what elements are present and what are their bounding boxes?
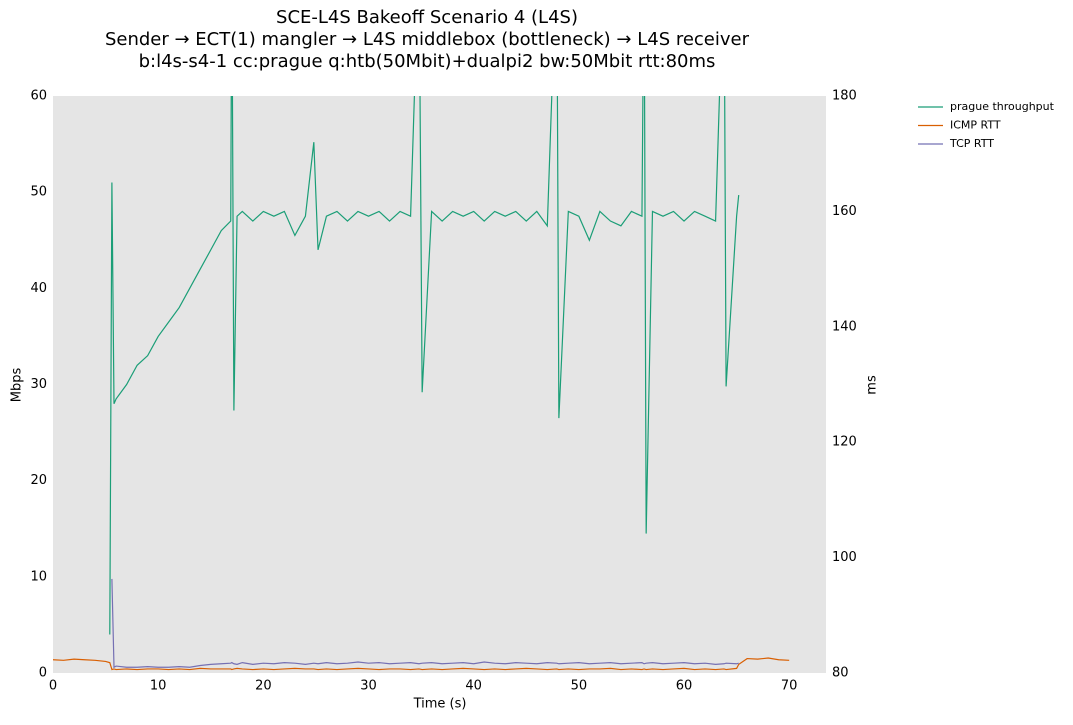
x-tick-label: 40 bbox=[465, 679, 482, 694]
x-tick-label: 30 bbox=[360, 679, 377, 694]
y2-tick-label: 140 bbox=[832, 319, 857, 334]
x-tick-label: 60 bbox=[676, 679, 693, 694]
y2-tick-label: 80 bbox=[832, 666, 849, 681]
y2-tick-label: 180 bbox=[832, 89, 857, 104]
y-tick-label: 0 bbox=[39, 666, 47, 681]
x-tick-label: 50 bbox=[571, 679, 588, 694]
y-tick-label: 40 bbox=[30, 281, 47, 296]
legend-label: ICMP RTT bbox=[950, 119, 1001, 132]
y-tick-label: 50 bbox=[30, 185, 47, 200]
chart-subtitle: Sender → ECT(1) mangler → L4S middlebox … bbox=[105, 29, 750, 50]
plot-area bbox=[53, 96, 826, 673]
y2-tick-label: 120 bbox=[832, 435, 857, 450]
chart-subtitle: b:l4s-s4-1 cc:prague q:htb(50Mbit)+dualp… bbox=[139, 51, 716, 72]
x-tick-label: 70 bbox=[781, 679, 798, 694]
y-tick-label: 30 bbox=[30, 377, 47, 392]
chart-title: SCE-L4S Bakeoff Scenario 4 (L4S) bbox=[276, 7, 578, 28]
line-series bbox=[53, 657, 790, 671]
y-tick-label: 60 bbox=[30, 89, 47, 104]
line-series bbox=[109, 96, 740, 635]
y-tick-label: 20 bbox=[30, 473, 47, 488]
plot-lines bbox=[53, 96, 790, 671]
y2-tick-label: 160 bbox=[832, 204, 857, 219]
x-axis-label: Time (s) bbox=[413, 697, 467, 712]
y2-tick-label: 100 bbox=[832, 550, 857, 565]
x-tick-label: 20 bbox=[255, 679, 272, 694]
y-axis-label: Mbps bbox=[10, 368, 25, 403]
legend-label: prague throughput bbox=[950, 100, 1055, 113]
x-tick-label: 10 bbox=[150, 679, 167, 694]
x-tick-label: 0 bbox=[49, 679, 57, 694]
line-series bbox=[111, 578, 739, 669]
legend-label: TCP RTT bbox=[949, 137, 994, 150]
y-tick-label: 10 bbox=[30, 569, 47, 584]
y2-axis-label: ms bbox=[865, 375, 880, 395]
